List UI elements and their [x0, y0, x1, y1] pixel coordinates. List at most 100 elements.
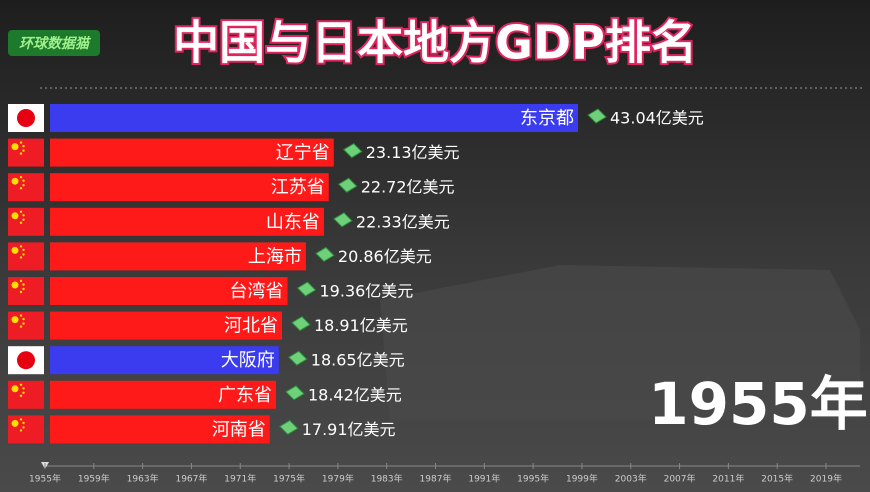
flag [8, 173, 44, 202]
flag-star [11, 246, 19, 254]
flag-star [19, 314, 23, 317]
money-icon [342, 142, 363, 159]
money-icon [337, 177, 358, 193]
flag-star [22, 184, 25, 187]
ship-silhouette [380, 265, 860, 420]
flag-star [22, 179, 25, 182]
flag-star [11, 177, 19, 185]
logo-box [8, 30, 100, 56]
value-label: 18.91亿美元 [314, 316, 408, 335]
flag-star [19, 176, 23, 179]
value-label: 18.65亿美元 [311, 351, 405, 370]
value-label: 19.36亿美元 [320, 282, 414, 301]
timeline-label: 2019年 [810, 473, 842, 485]
value-label: 20.86亿美元 [338, 247, 432, 266]
chart-title: 中国与日本地方GDP排名 [173, 16, 697, 70]
flag-star [11, 419, 19, 427]
bar [50, 207, 324, 236]
category-label: 东京都 [520, 108, 574, 129]
bar [50, 277, 288, 305]
category-label: 大阪府 [221, 350, 275, 371]
timeline-label: 1987年 [420, 473, 452, 485]
flag [8, 242, 44, 271]
flag-star [22, 387, 25, 390]
timeline-label: 1959年 [78, 473, 110, 485]
value-label: 18.42亿美元 [308, 385, 402, 404]
value-label: 22.72亿美元 [361, 178, 455, 197]
timeline-label: 1963年 [127, 473, 159, 485]
flag-star [19, 221, 23, 224]
flag-star [19, 394, 23, 397]
timeline-label: 1983年 [371, 473, 403, 485]
flag-star [19, 152, 23, 155]
timeline-label: 2015年 [761, 473, 793, 485]
flag-star [19, 279, 23, 283]
flag-star [11, 316, 19, 324]
bar [50, 415, 270, 444]
bar [50, 242, 306, 271]
flag-star [22, 248, 25, 252]
flag-star [22, 214, 25, 217]
category-label: 台湾省 [230, 281, 284, 302]
timeline-label: 2011年 [712, 473, 744, 485]
timeline-label: 1955年 [29, 473, 61, 485]
timeline-label: 1971年 [224, 473, 256, 485]
flag-star [22, 283, 25, 286]
flag-star [11, 281, 19, 289]
flag-star [19, 141, 23, 144]
bar [50, 311, 282, 340]
category-label: 广东省 [218, 385, 272, 406]
category-label: 江苏省 [271, 177, 325, 198]
flag-star [22, 253, 25, 256]
bar [50, 346, 279, 375]
money-icon [333, 212, 353, 228]
bar [50, 138, 334, 167]
flag [8, 311, 44, 340]
value-label: 23.13亿美元 [366, 143, 460, 162]
money-icon [587, 108, 607, 124]
timeline-label: 1991年 [468, 473, 500, 485]
category-label: 辽宁省 [276, 143, 330, 164]
category-label: 河北省 [224, 316, 278, 337]
value-label: 22.33亿美元 [356, 212, 450, 231]
value-label: 43.04亿美元 [610, 109, 704, 128]
flag-star [19, 245, 23, 248]
category-label: 河南省 [212, 419, 266, 440]
timeline-label: 2007年 [664, 473, 696, 485]
flag-star [19, 325, 23, 328]
bar [50, 173, 329, 202]
flag-star [19, 290, 23, 294]
flag-star [22, 421, 25, 425]
flag [8, 138, 44, 167]
category-label: 山东省 [266, 212, 320, 233]
money-icon [285, 385, 305, 401]
flag-star [11, 143, 19, 151]
timeline-label: 1995年 [517, 473, 549, 485]
flag [8, 415, 44, 444]
category-label: 上海市 [248, 246, 302, 267]
flag-star [11, 385, 19, 393]
flag-star [22, 426, 25, 429]
flag-star [22, 144, 25, 148]
flag-star [19, 256, 23, 259]
year-label: 1955年 [648, 370, 867, 438]
value-label: 17.91亿美元 [302, 420, 396, 439]
logo: 环球数据猫 [19, 35, 92, 52]
flag-star [22, 149, 25, 152]
flag-star [22, 317, 25, 321]
flag [8, 277, 44, 305]
timeline-label: 1975年 [273, 473, 305, 485]
flag-disc [17, 109, 35, 127]
flag [8, 207, 44, 236]
flag-star [22, 322, 25, 325]
flag-disc [17, 351, 35, 370]
timeline-label: 1979年 [322, 473, 354, 485]
timeline-label: 1999年 [566, 473, 598, 485]
bar [50, 104, 578, 132]
timeline-label: 2003年 [615, 473, 647, 485]
flag-star [19, 418, 23, 421]
money-icon [315, 246, 335, 263]
flag-star [22, 391, 25, 394]
bar [50, 380, 276, 409]
